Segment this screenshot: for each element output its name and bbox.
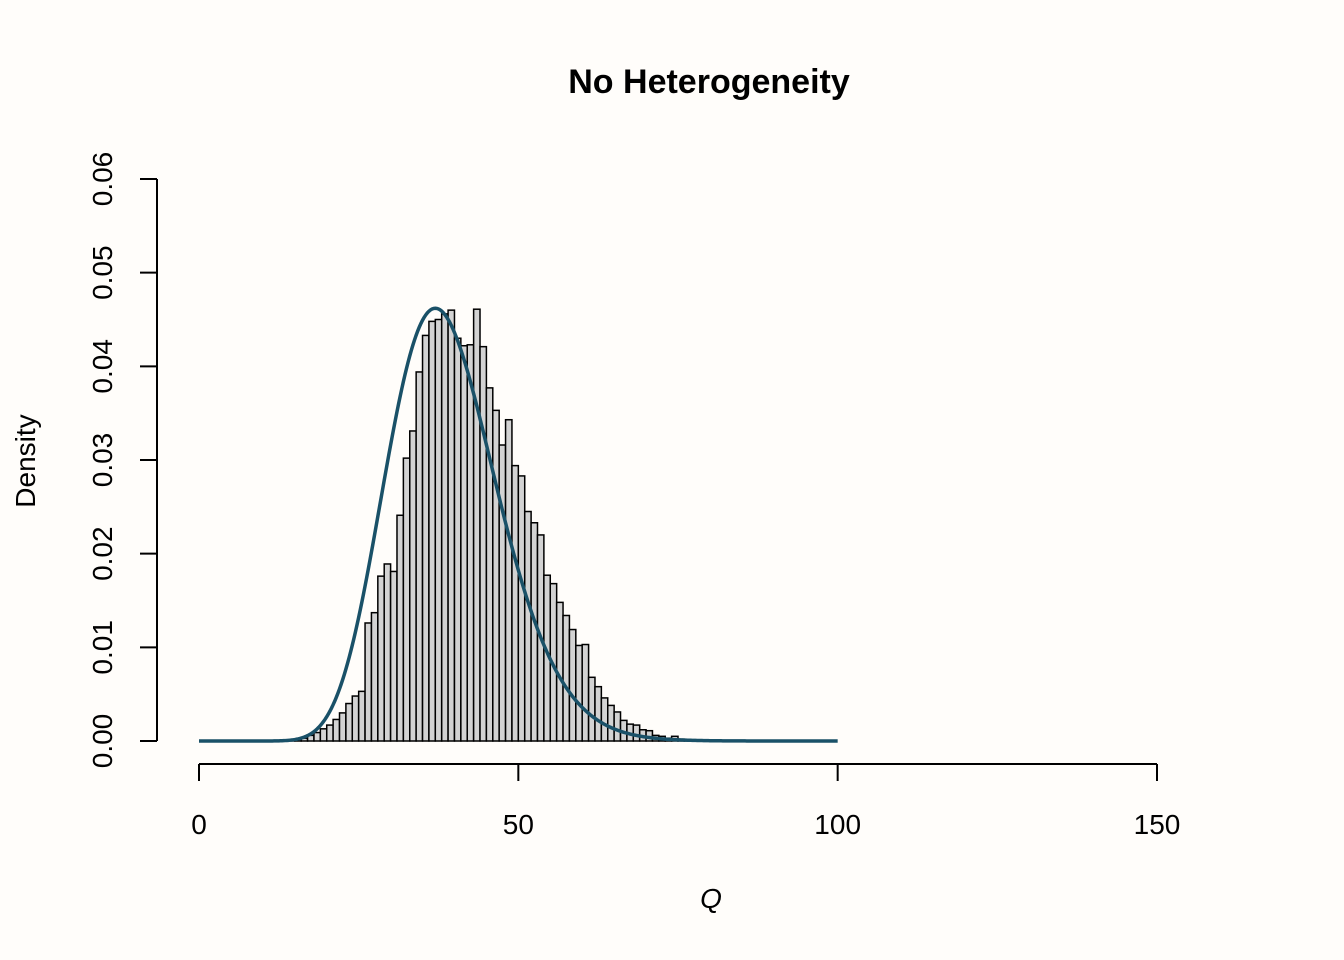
histogram-bar: [421, 334, 430, 742]
histogram-bar: [575, 644, 583, 742]
histogram-bar: [409, 430, 417, 742]
y-tick-label: 0.01: [87, 620, 118, 675]
histogram-bar: [492, 409, 500, 742]
histogram-bar: [498, 444, 507, 742]
histogram-bar: [453, 337, 462, 742]
histogram-bar: [523, 510, 532, 742]
histogram-bar: [587, 676, 596, 742]
histogram-bar: [434, 318, 443, 742]
y-axis: 0.00 0.01 0.02 0.03 0.04 0.05 0.06: [87, 152, 158, 769]
histogram-bar: [594, 685, 603, 742]
histogram-bar: [466, 344, 475, 742]
histogram-bar: [632, 724, 641, 742]
histogram-bar: [600, 697, 609, 742]
y-tick-label: 0.03: [87, 433, 118, 488]
x-axis-label: Q: [700, 883, 722, 914]
y-axis-label: Density: [10, 414, 41, 507]
histogram-bar: [383, 563, 392, 742]
histogram-bar: [606, 704, 615, 742]
histogram-bar: [357, 690, 366, 742]
histogram-bar: [313, 731, 322, 742]
histogram-bar: [370, 611, 379, 742]
histogram-bar: [338, 712, 347, 742]
x-axis: 0 50 100 150: [191, 763, 1181, 840]
y-tick-label: 0.02: [87, 526, 118, 581]
histogram-bars: [287, 308, 692, 742]
x-tick-label: 50: [503, 809, 534, 840]
histogram-bar: [504, 418, 513, 742]
histogram-bar: [332, 718, 341, 742]
x-tick-label: 0: [191, 809, 207, 840]
histogram-bar: [325, 724, 334, 742]
histogram-bar: [415, 371, 424, 742]
x-tick-label: 150: [1134, 809, 1181, 840]
y-tick-label: 0.04: [87, 339, 118, 394]
histogram-bar: [581, 643, 590, 742]
histogram-bar: [511, 464, 520, 742]
histogram-bar: [472, 308, 481, 742]
histogram-bar: [377, 575, 385, 742]
density-curve: [199, 306, 838, 743]
histogram-bar: [389, 570, 398, 742]
histogram-bar: [485, 387, 494, 742]
histogram-bar: [530, 522, 539, 742]
histogram-bar: [479, 345, 488, 742]
histogram-bar: [396, 514, 405, 742]
histogram-bar: [440, 313, 449, 742]
histogram-bar: [319, 728, 328, 742]
histogram-bar: [351, 695, 360, 742]
y-tick-label: 0.00: [87, 714, 118, 769]
histogram-bar: [460, 344, 468, 742]
histogram-bar: [568, 628, 577, 742]
histogram-bar: [447, 309, 456, 742]
y-tick-label: 0.06: [87, 152, 118, 207]
y-tick-label: 0.05: [87, 245, 118, 300]
chart-title: No Heterogeneity: [568, 63, 850, 101]
histogram-bar: [562, 614, 571, 742]
histogram-bar: [402, 457, 411, 742]
histogram-bar: [364, 622, 373, 742]
histogram-bar: [613, 711, 622, 742]
x-tick-label: 100: [814, 809, 861, 840]
histogram-bar: [517, 475, 526, 742]
histogram-bar: [345, 702, 354, 742]
histogram-bar: [428, 320, 437, 742]
